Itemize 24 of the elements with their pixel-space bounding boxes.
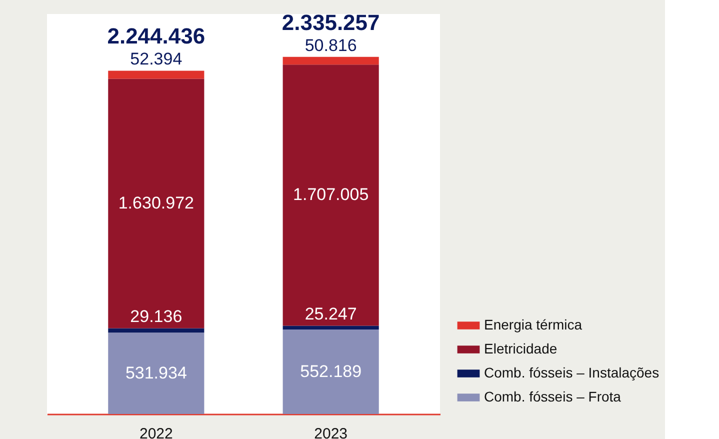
data-label: 52.394 [130, 50, 182, 69]
data-label: 531.934 [125, 363, 187, 382]
x-tick-label: 2023 [314, 426, 348, 439]
data-label: 50.816 [304, 36, 357, 55]
total-label: 2.335.257 [282, 10, 380, 35]
bar [282, 330, 379, 414]
bar [108, 328, 204, 333]
bar [108, 70, 204, 79]
data-label: 1.630.972 [118, 193, 194, 212]
data-label: 552.189 [300, 362, 362, 381]
data-label: 29.136 [130, 307, 182, 326]
bar [282, 326, 379, 330]
data-label: 25.247 [304, 304, 357, 324]
legend-label: Eletricidade [484, 340, 558, 356]
x-tick-label: 2022 [139, 426, 173, 439]
legend-label: Comb. fósseis – Instalações [484, 364, 660, 380]
data-label: 1.707.005 [293, 185, 369, 204]
bar [108, 332, 204, 414]
legend-label: Energia térmica [484, 316, 582, 332]
legend-label: Comb. fósseis – Frota [484, 388, 622, 404]
bar [282, 64, 379, 326]
bar [282, 56, 379, 65]
total-label: 2.244.436 [107, 24, 206, 49]
bar [108, 78, 204, 328]
